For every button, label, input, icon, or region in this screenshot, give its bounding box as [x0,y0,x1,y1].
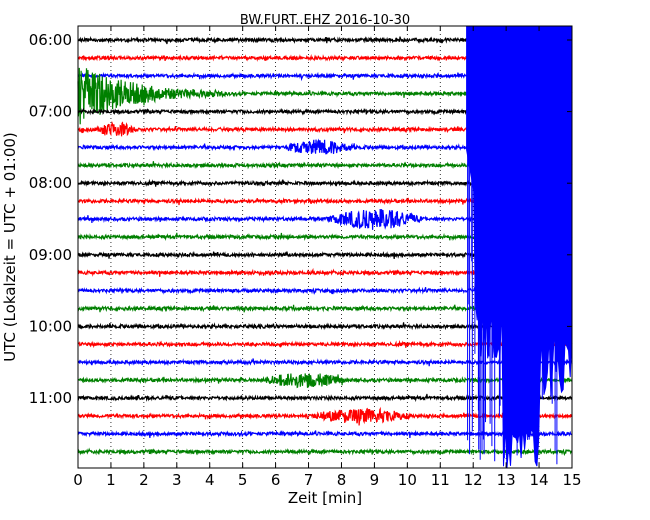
trace-1130 [77,429,573,438]
x-tick-label: 8 [337,471,347,489]
x-tick-label: 10 [398,471,417,489]
chart-title: BW.FURT..EHZ 2016-10-30 [240,13,410,28]
x-tick-label: 12 [464,471,483,489]
x-tick-label: 15 [562,471,581,489]
x-tick-label: 4 [205,471,215,489]
y-axis-label: UTC (Lokalzeit = UTC + 01:00) [1,132,19,362]
trace-1100 [77,393,573,403]
x-axis-ticks: 0 1 2 3 4 5 6 7 8 9 10 11 12 13 14 15 [73,26,582,489]
x-tick-label: 11 [431,471,450,489]
plot-frame [77,25,573,469]
y-tick-label: 11:00 [29,389,72,407]
y-tick-label: 06:00 [29,31,72,49]
x-tick-label: 1 [106,471,116,489]
x-tick-label: 7 [304,471,314,489]
trace-1115 [77,406,573,426]
y-tick-label: 07:00 [29,103,72,121]
x-tick-label: 0 [73,471,83,489]
x-tick-label: 6 [271,471,281,489]
x-tick-label: 14 [530,471,549,489]
x-tick-label: 5 [238,471,248,489]
x-tick-label: 13 [497,471,516,489]
y-axis-ticks: 06:00 07:00 08:00 09:00 10:00 11:00 [29,31,572,407]
y-tick-label: 09:00 [29,246,72,264]
y-tick-label: 10:00 [29,317,72,335]
y-tick-label: 08:00 [29,174,72,192]
x-tick-label: 9 [370,471,380,489]
x-axis-label: Zeit [min] [288,489,362,507]
event-overlay [466,25,573,468]
trace-1030 [77,358,573,367]
x-tick-label: 2 [139,471,149,489]
trace-1145 [77,447,573,457]
trace-1045 [77,373,573,389]
x-tick-label: 3 [172,471,182,489]
